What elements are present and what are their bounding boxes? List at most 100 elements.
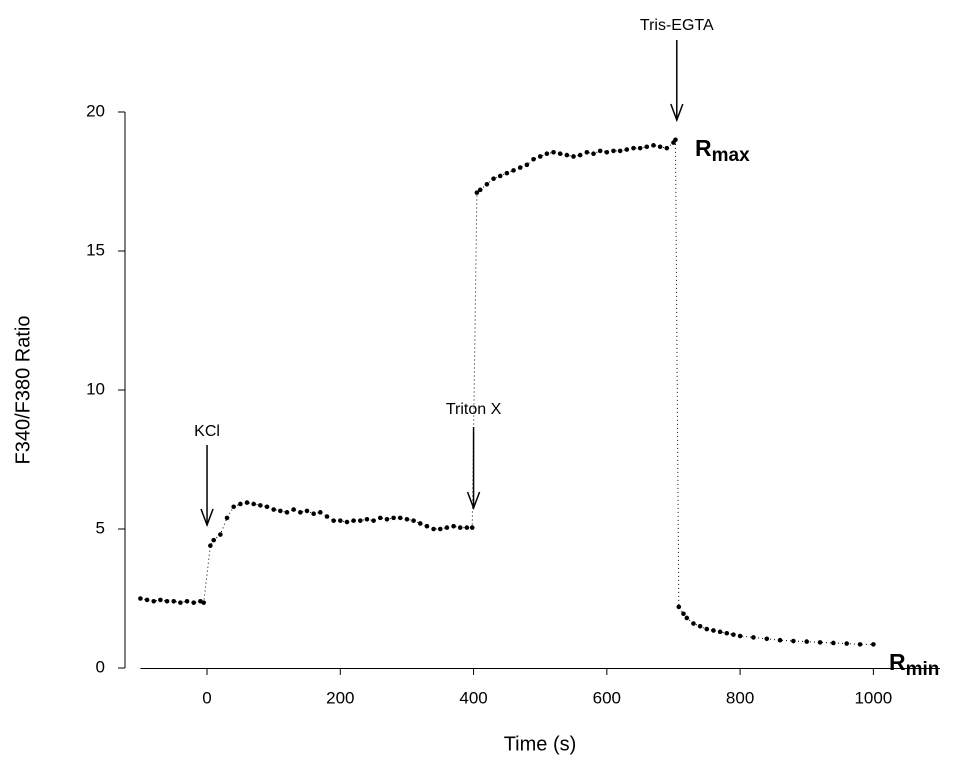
data-point <box>171 598 177 604</box>
data-point <box>351 518 356 523</box>
data-point <box>331 518 336 523</box>
x-tick-label: 400 <box>459 688 487 707</box>
data-point <box>138 596 143 601</box>
data-point <box>364 516 370 522</box>
data-point <box>597 148 603 154</box>
data-point <box>731 632 736 637</box>
data-point <box>377 515 383 521</box>
data-point <box>158 597 163 603</box>
data-point <box>524 162 530 168</box>
rmax-sub: max <box>712 145 750 166</box>
data-point <box>291 507 296 512</box>
data-point <box>201 600 207 605</box>
connector-line <box>140 138 874 645</box>
data-point <box>211 537 216 543</box>
data-point <box>544 151 550 156</box>
data-point <box>404 516 410 522</box>
data-point <box>617 148 623 154</box>
data-point <box>577 152 583 158</box>
data-point <box>264 504 270 510</box>
data-point <box>311 511 316 517</box>
data-point <box>737 633 743 639</box>
data-point <box>238 501 243 507</box>
data-point <box>497 173 503 179</box>
data-point <box>469 525 475 530</box>
data-point <box>431 526 436 532</box>
data-point <box>564 152 570 158</box>
data-point <box>691 621 696 626</box>
data-point <box>191 600 197 605</box>
data-point <box>624 147 630 152</box>
x-tick-label: 0 <box>202 688 211 707</box>
data-point <box>844 641 850 646</box>
data-point <box>724 630 730 636</box>
data-point <box>304 508 310 514</box>
data-point <box>284 510 290 515</box>
data-point <box>673 137 678 143</box>
data-point <box>517 165 523 170</box>
arrow-head <box>200 508 214 528</box>
data-point <box>451 523 456 529</box>
data-point <box>611 148 616 154</box>
data-point <box>184 598 190 604</box>
data-point <box>271 507 276 512</box>
data-point <box>831 640 836 646</box>
data-point <box>424 523 430 529</box>
data-point <box>531 156 536 162</box>
data-point <box>338 518 343 523</box>
data-point <box>871 642 876 647</box>
data-point <box>684 615 690 621</box>
data-point <box>251 501 256 507</box>
data-point <box>717 629 723 635</box>
data-point <box>344 519 350 525</box>
x-tick-label: 200 <box>326 688 354 707</box>
data-point <box>817 640 823 645</box>
rmax-label: Rmax <box>695 135 750 166</box>
data-point <box>537 154 543 159</box>
data-point <box>697 624 703 629</box>
data-point <box>444 525 450 530</box>
data-point <box>651 143 656 148</box>
annotation-label: Triton X <box>446 401 502 418</box>
data-point <box>278 508 283 514</box>
x-tick-label: 1000 <box>854 688 892 707</box>
data-point <box>791 638 796 644</box>
data-point <box>391 515 396 521</box>
annotation-label: Tris-EGTA <box>640 17 714 34</box>
data-point <box>504 170 510 176</box>
data-point <box>511 168 516 173</box>
data-point <box>258 503 263 508</box>
data-point <box>208 543 213 548</box>
data-point <box>857 642 863 647</box>
data-point <box>591 151 596 156</box>
y-tick-label: 10 <box>86 379 105 398</box>
data-point <box>751 635 756 640</box>
arrow-head <box>466 491 481 511</box>
data-point <box>397 515 403 521</box>
data-point <box>631 145 636 151</box>
y-tick-label: 0 <box>96 657 105 676</box>
rmin-r: R <box>889 649 906 675</box>
data-point <box>417 521 423 526</box>
data-point <box>676 604 682 610</box>
annotation-label: KCl <box>194 423 220 440</box>
y-tick-label: 15 <box>86 240 105 259</box>
data-point <box>164 598 170 604</box>
data-point <box>571 154 576 159</box>
rmin-label: Rmin <box>889 649 939 680</box>
data-point <box>474 190 480 195</box>
data-point <box>604 150 610 155</box>
data-point <box>324 514 330 519</box>
data-point <box>484 181 490 187</box>
data-point <box>711 628 716 633</box>
data-point <box>804 639 810 644</box>
data-point <box>457 525 463 530</box>
data-point <box>151 598 157 604</box>
data-point <box>584 150 590 155</box>
data-point <box>664 145 670 151</box>
data-point <box>178 600 183 605</box>
x-axis-label: Time (s) <box>504 733 577 755</box>
data-point <box>218 532 223 537</box>
data-point <box>384 516 390 522</box>
